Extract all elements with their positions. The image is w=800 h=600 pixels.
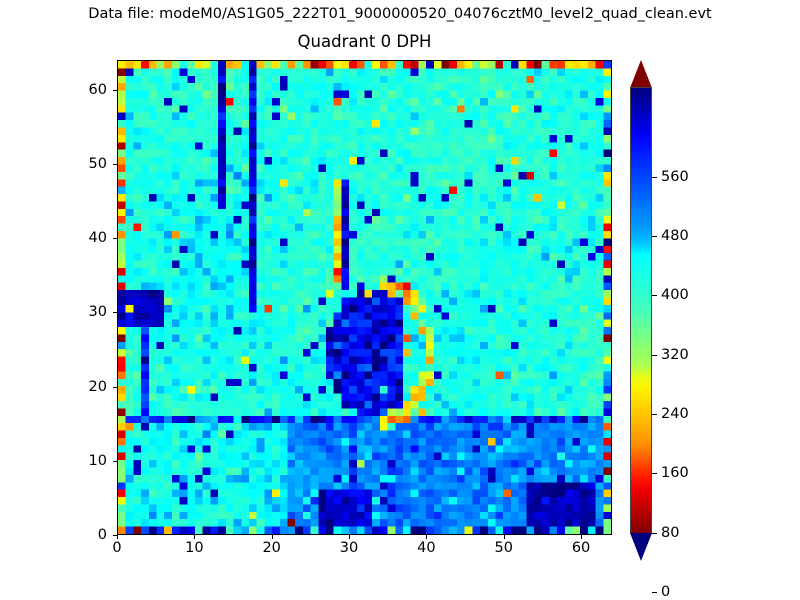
x-tick-label: 30 — [339, 540, 359, 556]
y-tick-mark — [113, 238, 117, 240]
x-tick-label: 10 — [185, 540, 204, 556]
colorbar-tick-mark — [652, 592, 657, 593]
y-tick-mark — [113, 163, 117, 165]
colorbar-tick-label: 400 — [661, 287, 689, 304]
data-file-suptitle: Data file: modeM0/AS1G05_222T01_90000005… — [88, 6, 712, 22]
colorbar-tick-mark — [652, 295, 657, 297]
y-tick-label: 0 — [97, 527, 107, 543]
heatmap-image[interactable] — [118, 61, 611, 534]
colorbar-tick-mark — [652, 236, 657, 237]
x-tick-label: 60 — [571, 540, 591, 556]
colorbar-tick-label: 240 — [661, 406, 689, 422]
y-tick-label: 50 — [88, 155, 107, 172]
colorbar-over-arrow — [630, 60, 652, 88]
colorbar-tick-label: 0 — [661, 584, 671, 600]
x-tick-mark — [194, 535, 196, 539]
colorbar-tick-mark — [652, 354, 657, 356]
y-tick-label: 40 — [88, 230, 107, 247]
y-tick-label: 10 — [88, 452, 107, 469]
colorbar-tick-label: 80 — [661, 524, 680, 541]
page-title: Quadrant 0 DPH — [297, 32, 432, 51]
x-tick-label: 20 — [262, 540, 281, 556]
x-tick-mark — [349, 535, 351, 539]
y-tick-label: 60 — [88, 81, 107, 98]
colorbar-tick-mark — [652, 532, 657, 534]
y-tick-label: 20 — [88, 378, 107, 395]
colorbar[interactable]: 0 80 160 240 320 400 480 560 — [630, 60, 689, 600]
x-tick-mark — [426, 535, 428, 539]
x-tick-mark — [581, 535, 583, 539]
y-tick-label: 30 — [88, 304, 107, 321]
colorbar-tick-label: 560 — [661, 168, 689, 185]
colorbar-tick-mark — [652, 473, 657, 475]
x-tick-label: 0 — [112, 540, 122, 556]
colorbar-tick-label: 320 — [661, 346, 689, 363]
colorbar-tick-label: 160 — [661, 465, 689, 482]
colorbar-body — [630, 87, 652, 534]
y-tick-mark — [113, 312, 117, 314]
x-tick-mark — [117, 535, 118, 539]
y-tick-mark — [113, 460, 117, 462]
colorbar-tick-mark — [652, 414, 657, 415]
y-tick-mark — [113, 89, 117, 91]
y-tick-mark — [113, 535, 117, 536]
x-tick-mark — [503, 535, 505, 539]
x-tick-label: 40 — [417, 540, 436, 556]
colorbar-tick-mark — [652, 176, 657, 178]
colorbar-gradient — [631, 88, 651, 533]
colorbar-tick-label: 480 — [661, 228, 689, 244]
heatmap-axes[interactable] — [117, 60, 612, 535]
y-tick-mark — [113, 386, 117, 388]
colorbar-under-arrow — [630, 533, 652, 561]
x-tick-mark — [271, 535, 273, 539]
x-tick-label: 50 — [494, 540, 513, 556]
